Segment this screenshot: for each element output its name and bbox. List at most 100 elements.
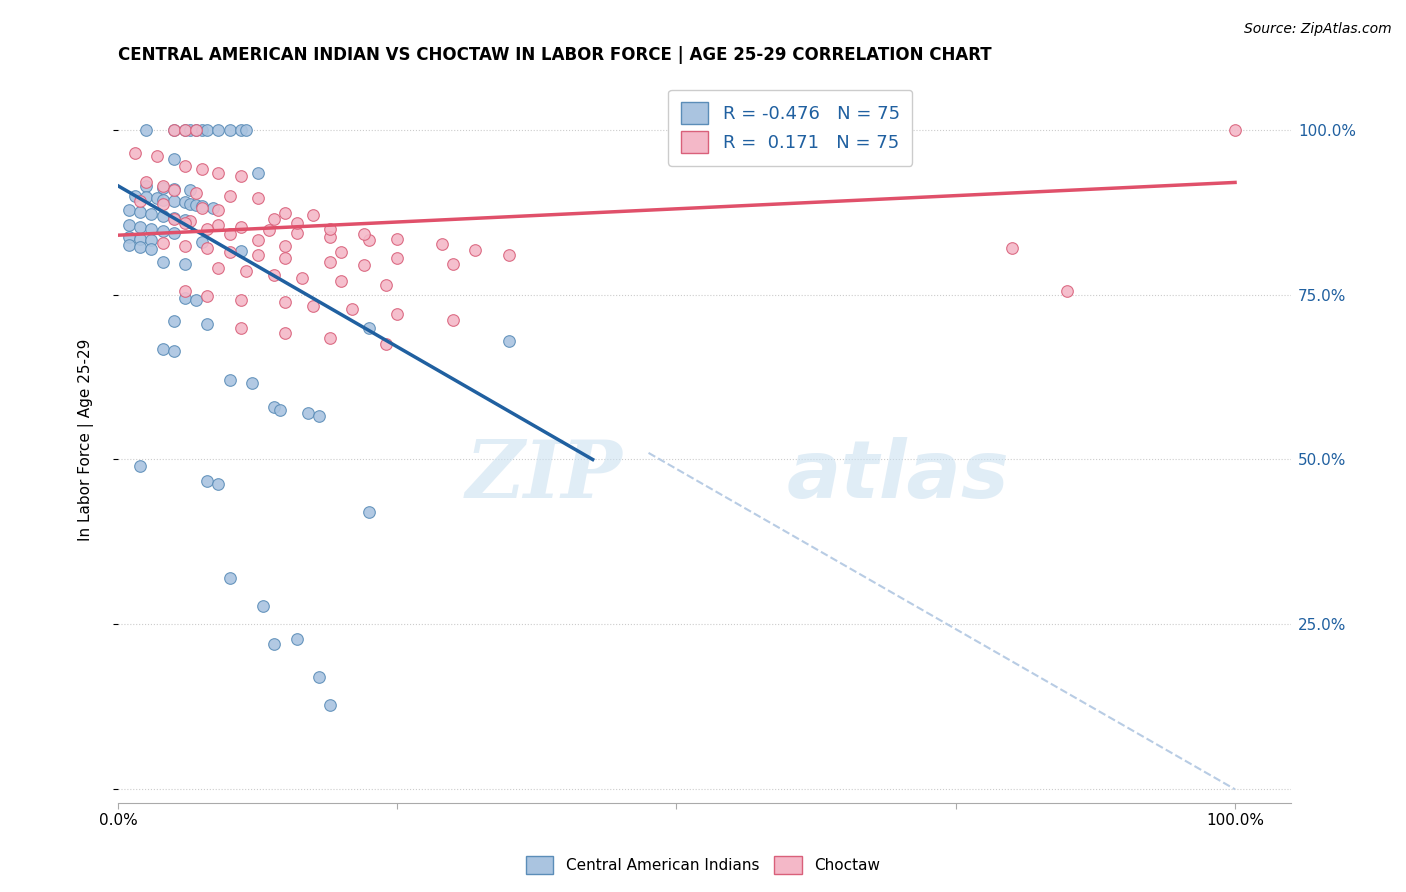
Text: Source: ZipAtlas.com: Source: ZipAtlas.com bbox=[1244, 22, 1392, 37]
Text: CENTRAL AMERICAN INDIAN VS CHOCTAW IN LABOR FORCE | AGE 25-29 CORRELATION CHART: CENTRAL AMERICAN INDIAN VS CHOCTAW IN LA… bbox=[118, 46, 991, 64]
Point bbox=[353, 258, 375, 272]
Point bbox=[359, 320, 381, 334]
Point bbox=[235, 122, 257, 136]
Point bbox=[207, 476, 229, 491]
Point bbox=[263, 211, 285, 226]
Point bbox=[152, 224, 174, 238]
Point bbox=[195, 289, 218, 303]
Point bbox=[274, 206, 297, 220]
Point bbox=[190, 122, 212, 136]
Point bbox=[319, 229, 342, 244]
Point bbox=[179, 196, 201, 211]
Point bbox=[291, 271, 314, 285]
Point bbox=[385, 232, 408, 246]
Point bbox=[274, 326, 297, 340]
Point bbox=[274, 239, 297, 253]
Point bbox=[174, 213, 197, 227]
Point bbox=[184, 122, 207, 136]
Point bbox=[146, 149, 169, 163]
Point bbox=[229, 320, 252, 334]
Point bbox=[135, 190, 157, 204]
Point bbox=[163, 344, 186, 359]
Point bbox=[207, 261, 229, 276]
Point bbox=[190, 235, 212, 249]
Point bbox=[118, 219, 141, 233]
Point bbox=[263, 268, 285, 282]
Point bbox=[375, 277, 398, 292]
Point bbox=[207, 218, 229, 232]
Point bbox=[124, 145, 146, 160]
Point bbox=[342, 302, 364, 317]
Point bbox=[246, 233, 269, 247]
Point bbox=[174, 122, 197, 136]
Point bbox=[319, 221, 342, 235]
Text: atlas: atlas bbox=[786, 437, 1010, 515]
Point bbox=[135, 178, 157, 193]
Point bbox=[308, 409, 330, 423]
Point bbox=[184, 186, 207, 200]
Point bbox=[330, 244, 353, 259]
Point bbox=[218, 571, 240, 585]
Point bbox=[152, 236, 174, 251]
Point bbox=[174, 159, 197, 173]
Point bbox=[152, 178, 174, 193]
Point bbox=[163, 122, 186, 136]
Point bbox=[174, 195, 197, 210]
Point bbox=[498, 248, 520, 262]
Point bbox=[179, 183, 201, 197]
Point bbox=[195, 474, 218, 488]
Point bbox=[274, 251, 297, 265]
Point bbox=[246, 165, 269, 179]
Point bbox=[385, 307, 408, 321]
Point bbox=[207, 165, 229, 179]
Point bbox=[385, 251, 408, 265]
Point bbox=[118, 203, 141, 218]
Legend: Central American Indians, Choctaw: Central American Indians, Choctaw bbox=[520, 850, 886, 880]
Point bbox=[118, 238, 141, 252]
Point bbox=[207, 122, 229, 136]
Point bbox=[184, 198, 207, 212]
Point bbox=[190, 201, 212, 215]
Point bbox=[174, 257, 197, 271]
Point bbox=[297, 406, 319, 420]
Point bbox=[375, 337, 398, 351]
Point bbox=[285, 216, 308, 230]
Point bbox=[229, 169, 252, 183]
Point bbox=[218, 373, 240, 387]
Point bbox=[129, 220, 152, 235]
Point bbox=[152, 209, 174, 223]
Point bbox=[163, 153, 186, 167]
Point bbox=[359, 505, 381, 519]
Point bbox=[163, 183, 186, 197]
Point bbox=[441, 312, 464, 326]
Point bbox=[319, 254, 342, 268]
Point bbox=[207, 203, 229, 218]
Point bbox=[308, 670, 330, 684]
Point bbox=[201, 201, 224, 215]
Point bbox=[252, 599, 274, 613]
Point bbox=[163, 122, 186, 136]
Point bbox=[174, 239, 197, 253]
Point bbox=[141, 207, 163, 221]
Point bbox=[163, 194, 186, 208]
Point bbox=[246, 191, 269, 205]
Point bbox=[218, 188, 240, 202]
Point bbox=[184, 122, 207, 136]
Point bbox=[218, 227, 240, 241]
Point bbox=[135, 176, 157, 190]
Point bbox=[229, 293, 252, 307]
Point bbox=[141, 234, 163, 248]
Point bbox=[179, 122, 201, 136]
Point bbox=[179, 214, 201, 228]
Legend: R = -0.476   N = 75, R =  0.171   N = 75: R = -0.476 N = 75, R = 0.171 N = 75 bbox=[668, 89, 912, 166]
Point bbox=[152, 180, 174, 194]
Point bbox=[195, 317, 218, 331]
Point bbox=[235, 264, 257, 278]
Point bbox=[141, 242, 163, 256]
Point bbox=[302, 208, 325, 222]
Point bbox=[129, 240, 152, 254]
Point bbox=[498, 334, 520, 348]
Point bbox=[141, 222, 163, 236]
Point bbox=[1056, 285, 1078, 299]
Point bbox=[129, 194, 152, 208]
